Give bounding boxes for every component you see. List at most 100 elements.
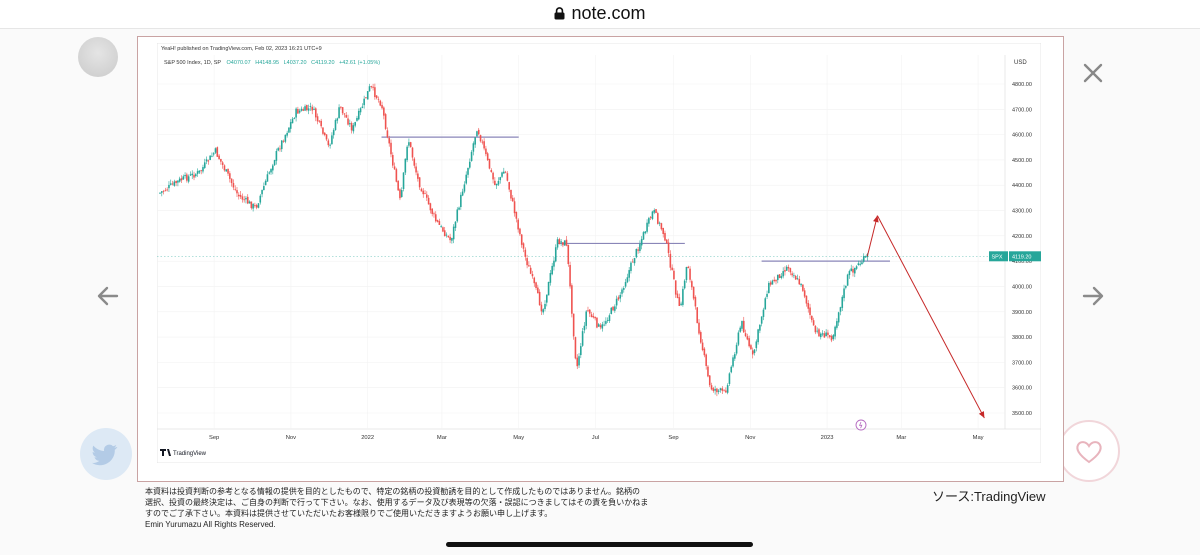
- candle-body: [667, 242, 670, 254]
- candle-body: [350, 122, 353, 131]
- candle-body: [352, 125, 355, 132]
- candle-body: [776, 274, 779, 281]
- candle-body: [809, 307, 811, 315]
- browser-url-bar[interactable]: note.com: [0, 0, 1200, 29]
- candle-body: [408, 142, 410, 146]
- candle-body: [746, 336, 749, 340]
- candle-body: [750, 345, 752, 350]
- y-tick-label: 4500.00: [1012, 158, 1032, 164]
- candle-body: [594, 316, 596, 319]
- candle-body: [311, 106, 314, 111]
- avatar: [78, 37, 118, 77]
- candle-body: [243, 199, 245, 201]
- candle-body: [195, 174, 197, 177]
- candle-body: [239, 194, 242, 197]
- candle-body: [646, 222, 648, 232]
- candle-body: [270, 169, 272, 173]
- twitter-share-button[interactable]: [80, 428, 132, 480]
- candle-body: [334, 120, 337, 131]
- candle-body: [775, 279, 777, 282]
- candle-body: [216, 147, 219, 157]
- x-tick-label: Nov: [745, 435, 755, 441]
- candle-body: [655, 209, 657, 214]
- candle-body: [160, 191, 163, 193]
- candle-body: [630, 262, 632, 271]
- candle-body: [164, 189, 167, 191]
- candle-body: [766, 293, 768, 297]
- candle-body: [725, 390, 727, 393]
- candle-body: [612, 306, 614, 311]
- candle-body: [694, 297, 697, 307]
- candle-body: [857, 263, 860, 265]
- candle-body: [538, 291, 541, 306]
- arrow-left-icon[interactable]: [96, 284, 120, 308]
- candle-body: [209, 155, 211, 161]
- candle-body: [782, 271, 784, 277]
- event-flag-icon[interactable]: [855, 419, 867, 431]
- disclaimer-line: Emin Yurumazu All Rights Reserved.: [145, 520, 276, 529]
- y-tick-label: 3900.00: [1012, 310, 1032, 316]
- candle-body: [735, 344, 738, 354]
- candle-body: [828, 335, 831, 337]
- candle-body: [391, 155, 394, 166]
- candle-body: [166, 189, 168, 191]
- candle-body: [255, 205, 258, 208]
- ohlc-low: L4037.20: [284, 60, 307, 66]
- candle-body: [800, 283, 802, 286]
- candle-body: [807, 303, 810, 309]
- candle-body: [200, 170, 202, 172]
- candle-body: [456, 209, 459, 222]
- candle-body: [320, 120, 322, 127]
- candle-body: [193, 174, 195, 178]
- candle-body: [386, 130, 389, 138]
- candle-body: [585, 311, 587, 326]
- candle-body: [622, 288, 625, 290]
- candle-body: [460, 194, 462, 208]
- candle-body: [658, 222, 661, 224]
- candle-body: [649, 216, 652, 218]
- candle-body: [644, 231, 647, 234]
- candle-body: [365, 97, 367, 99]
- candle-body: [443, 230, 446, 237]
- candle-body: [332, 130, 335, 136]
- ohlc-high: H4148.95: [255, 60, 279, 66]
- candle-body: [345, 115, 348, 118]
- arrow-right-icon[interactable]: [1081, 284, 1105, 308]
- candle-body: [291, 118, 294, 124]
- close-icon[interactable]: [1082, 62, 1104, 84]
- candle-body: [716, 388, 718, 393]
- candle-body: [753, 349, 756, 354]
- candle-body: [529, 267, 532, 274]
- candle-body: [619, 294, 622, 299]
- candle-body: [316, 116, 319, 122]
- candle-body: [640, 239, 643, 246]
- candle-body: [263, 186, 265, 191]
- candle-body: [665, 239, 668, 244]
- candle-body: [427, 197, 430, 205]
- candle-body: [431, 208, 433, 214]
- candle-body: [395, 169, 398, 182]
- candle-body: [547, 281, 550, 296]
- candle-body: [751, 350, 754, 355]
- candle-body: [178, 178, 181, 182]
- disclaimer-line: 選択、投資の最終決定は、ご自身の判断で行って下さい。なお、使用するデータ及び表現…: [145, 498, 649, 507]
- candle-body: [467, 167, 469, 175]
- candle-body: [837, 312, 840, 323]
- projection-segment: [876, 215, 985, 419]
- candle-body: [186, 174, 188, 181]
- candle-body: [236, 190, 238, 194]
- candle-body: [295, 108, 297, 118]
- candle-body: [705, 354, 707, 366]
- candle-body: [778, 274, 781, 279]
- candle-body: [590, 314, 593, 318]
- candle-body: [859, 263, 861, 265]
- candle-body: [621, 289, 623, 294]
- y-tick-label: 4400.00: [1012, 183, 1032, 189]
- candle-body: [522, 243, 525, 249]
- candle-body: [631, 261, 634, 263]
- candle-body: [293, 118, 296, 119]
- candle-body: [508, 182, 510, 190]
- candle-body: [415, 166, 417, 173]
- symbol-line: S&P 500 Index, 1D, SP O4070.07 H4148.95 …: [164, 60, 380, 66]
- like-button[interactable]: [1058, 420, 1120, 482]
